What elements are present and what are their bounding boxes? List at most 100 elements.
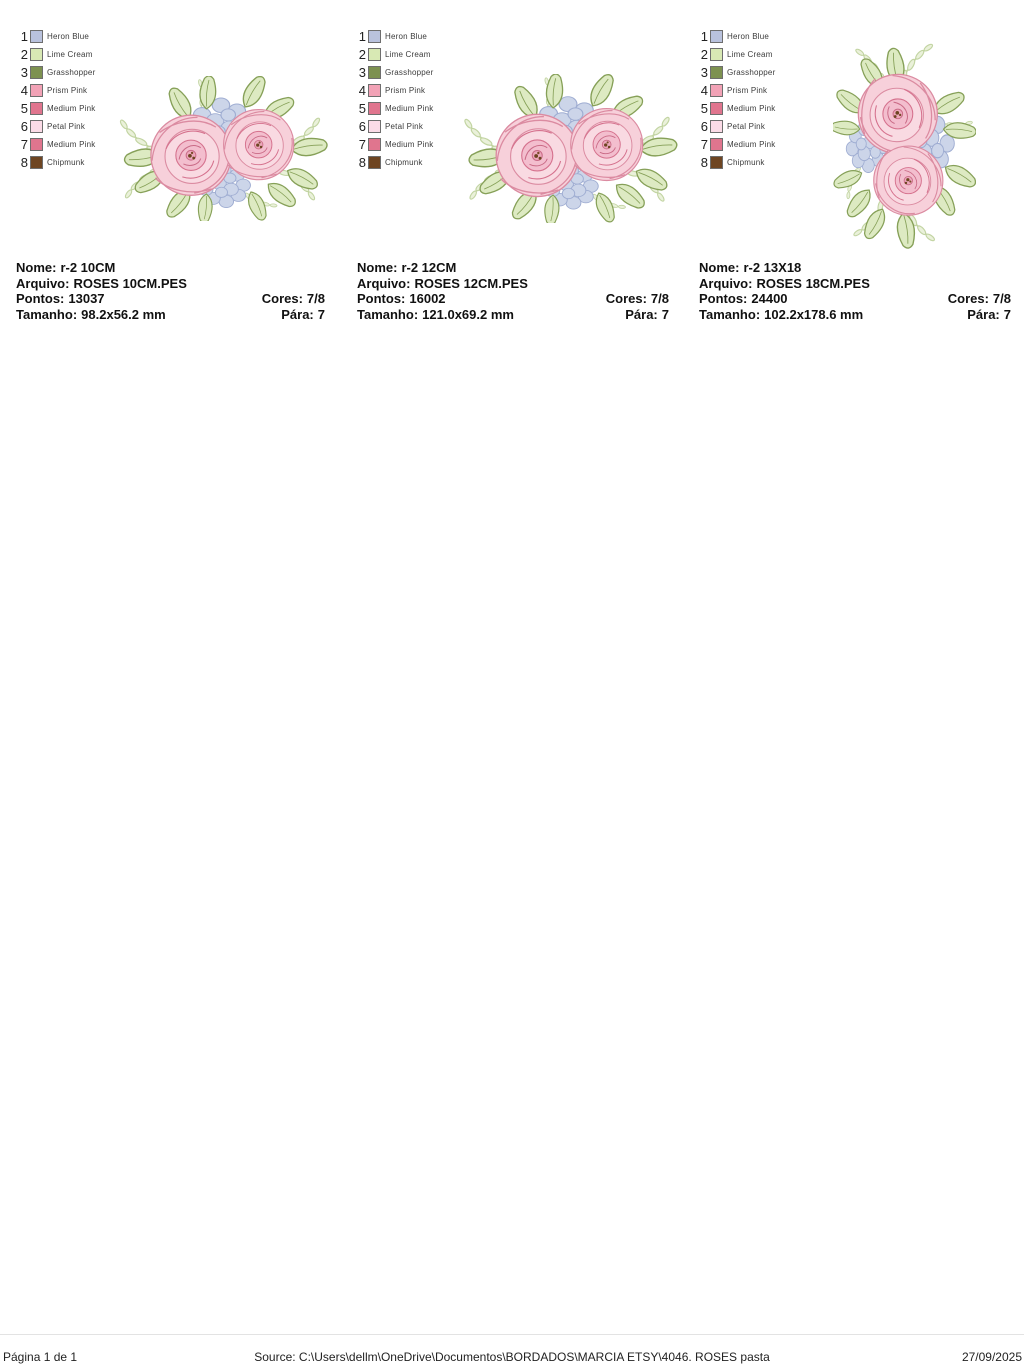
color-swatch (368, 137, 381, 151)
legend-color-number: 7 (358, 136, 366, 152)
tamanho-label: Tamanho: (16, 306, 78, 322)
design-file: ROSES 10CM.PES (73, 275, 187, 291)
embroidery-preview-2 (448, 74, 686, 223)
legend-row: 5 Medium Pink (352, 99, 433, 117)
design-name: r-2 12CM (401, 260, 457, 275)
legend-color-name: Prism Pink (47, 85, 88, 95)
page-number: Página 1 de 1 (3, 1350, 78, 1364)
legend-color-number: 8 (20, 154, 28, 170)
color-swatch (710, 29, 723, 43)
color-swatch (368, 155, 381, 169)
legend-color-number: 3 (700, 64, 708, 80)
pontos-label: Pontos: (16, 291, 65, 306)
legend-color-name: Grasshopper (385, 67, 434, 77)
legend-color-number: 5 (20, 100, 28, 116)
design-meta-2: Nome: r-2 12CM Arquivo: ROSES 12CM.PES P… (357, 260, 669, 322)
legend-color-number: 3 (358, 64, 366, 80)
color-swatch (30, 83, 43, 97)
legend-row: 5 Medium Pink (694, 99, 775, 117)
source-path: Source: C:\Users\dellm\OneDrive\Document… (254, 1350, 770, 1364)
legend-row: 2 Lime Cream (14, 45, 95, 63)
cores-label: Cores: (947, 291, 989, 306)
legend-row: 8 Chipmunk (14, 153, 95, 171)
arquivo-label: Arquivo: (16, 275, 70, 291)
legend-color-number: 6 (358, 118, 366, 134)
para-label: Pára: (625, 306, 658, 322)
color-swatch (368, 101, 381, 115)
arquivo-label: Arquivo: (357, 275, 411, 291)
cores-label: Cores: (261, 291, 303, 306)
legend-color-number: 8 (700, 154, 708, 170)
legend-row: 6 Petal Pink (14, 117, 95, 135)
color-swatch (710, 47, 723, 61)
color-swatch (30, 29, 43, 43)
legend-color-name: Medium Pink (385, 103, 434, 113)
legend-color-number: 6 (700, 118, 708, 134)
legend-color-name: Petal Pink (727, 121, 766, 131)
legend-color-name: Medium Pink (727, 139, 776, 149)
stitch-count: 16002 (409, 291, 446, 306)
color-swatch (30, 119, 43, 133)
color-swatch (710, 119, 723, 133)
legend-color-name: Chipmunk (727, 157, 765, 167)
legend-color-name: Chipmunk (47, 157, 85, 167)
embroidery-preview-3 (833, 28, 976, 257)
design-size-row: Tamanho: 102.2x178.6 mm Pára: 7 (699, 307, 1011, 323)
design-name: r-2 10CM (60, 260, 116, 275)
color-swatch (368, 83, 381, 97)
legend-color-number: 1 (700, 28, 708, 44)
legend-color-number: 7 (20, 136, 28, 152)
stitch-count: 24400 (751, 291, 788, 306)
design-meta-1: Nome: r-2 10CM Arquivo: ROSES 10CM.PES P… (16, 260, 325, 322)
legend-color-name: Lime Cream (385, 49, 431, 59)
color-count: 7/8 (650, 291, 669, 306)
legend-color-name: Heron Blue (47, 31, 90, 41)
stop-count: 7 (1003, 306, 1011, 322)
design-stitches-row: Pontos: 16002 Cores: 7/8 (357, 291, 669, 307)
design-stitches-row: Pontos: 24400 Cores: 7/8 (699, 291, 1011, 307)
legend-color-name: Prism Pink (385, 85, 426, 95)
color-swatch (710, 101, 723, 115)
legend-color-name: Prism Pink (727, 85, 768, 95)
nome-label: Nome: (699, 260, 740, 275)
color-count: 7/8 (992, 291, 1011, 306)
legend-color-number: 2 (700, 46, 708, 62)
legend-color-name: Chipmunk (385, 157, 423, 167)
color-swatch (368, 47, 381, 61)
legend-color-number: 1 (358, 28, 366, 44)
embroidery-preview-1 (104, 76, 336, 221)
stop-count: 7 (317, 306, 325, 322)
thread-legend-1: 1 Heron Blue 2 Lime Cream 3 Grasshopper 4 Pr… (14, 27, 95, 171)
legend-row: 6 Petal Pink (694, 117, 775, 135)
rose-bouquet-horizontal-1 (104, 76, 336, 221)
color-swatch (368, 29, 381, 43)
para-label: Pára: (281, 306, 314, 322)
legend-row: 1 Heron Blue (352, 27, 433, 45)
legend-color-name: Medium Pink (727, 103, 776, 113)
legend-color-number: 1 (20, 28, 28, 44)
legend-color-number: 5 (700, 100, 708, 116)
legend-row: 7 Medium Pink (694, 135, 775, 153)
rose-bouquet-vertical (833, 28, 976, 257)
design-name-row: Nome: r-2 10CM (16, 260, 325, 276)
legend-row: 8 Chipmunk (352, 153, 433, 171)
design-stitches-row: Pontos: 13037 Cores: 7/8 (16, 291, 325, 307)
legend-row: 5 Medium Pink (14, 99, 95, 117)
design-size: 121.0x69.2 mm (422, 306, 514, 322)
design-name-row: Nome: r-2 12CM (357, 260, 669, 276)
legend-color-name: Medium Pink (47, 103, 96, 113)
color-swatch (368, 119, 381, 133)
rose-bouquet-horizontal-2 (448, 74, 686, 223)
thread-legend-3: 1 Heron Blue 2 Lime Cream 3 Grasshopper 4 Pr… (694, 27, 775, 171)
legend-color-name: Grasshopper (47, 67, 96, 77)
legend-color-number: 4 (358, 82, 366, 98)
legend-color-number: 8 (358, 154, 366, 170)
stitch-count: 13037 (68, 291, 105, 306)
legend-row: 4 Prism Pink (352, 81, 433, 99)
nome-label: Nome: (16, 260, 57, 275)
legend-row: 1 Heron Blue (694, 27, 775, 45)
legend-row: 8 Chipmunk (694, 153, 775, 171)
color-swatch (30, 101, 43, 115)
legend-color-number: 6 (20, 118, 28, 134)
design-size: 98.2x56.2 mm (81, 306, 166, 322)
